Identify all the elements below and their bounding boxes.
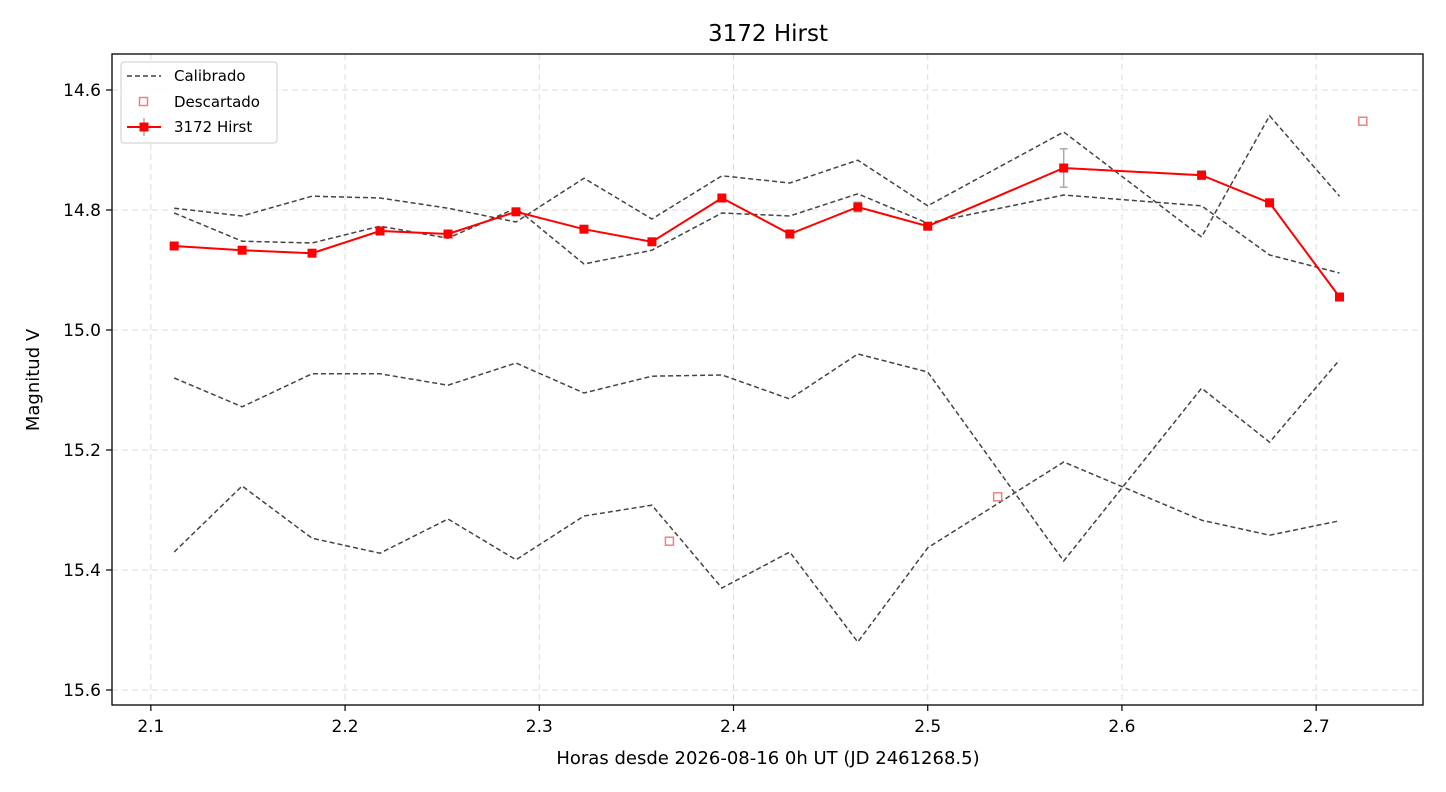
target-point	[1265, 198, 1275, 208]
target-point	[511, 207, 521, 217]
legend-calibrated-label: Calibrado	[174, 67, 246, 85]
legend-target-swatch-marker	[139, 122, 149, 132]
legend-target-label: 3172 Hirst	[174, 118, 252, 136]
x-tick-label: 2.5	[914, 717, 941, 737]
axis-ticks: 2.1 2.2 2.3 2.4 2.5 2.6 2.7 14.6 14.8 15.0 15.2 15.…	[63, 81, 1330, 737]
y-tick-label: 14.8	[63, 201, 101, 221]
target-point	[923, 221, 933, 231]
x-tick-label: 2.4	[720, 717, 747, 737]
y-tick-label: 15.0	[63, 321, 101, 341]
calibrated-series-line	[173, 461, 1340, 644]
target-point	[785, 229, 795, 239]
calibrated-series-line	[173, 193, 1340, 274]
target-point	[1334, 292, 1344, 302]
target-point	[375, 226, 385, 236]
discarded-points-group	[664, 116, 1368, 546]
discarded-point	[992, 492, 1003, 502]
target-point	[579, 224, 589, 234]
target-point	[717, 193, 727, 203]
target-point	[853, 202, 863, 212]
legend-discarded-swatch	[138, 96, 149, 107]
x-tick-label: 2.6	[1108, 717, 1135, 737]
target-series-line	[174, 166, 1341, 298]
target-point	[443, 229, 453, 239]
target-point	[169, 241, 179, 251]
target-point	[1197, 170, 1207, 180]
target-point	[1059, 163, 1069, 173]
x-tick-label: 2.7	[1303, 717, 1330, 737]
x-tick-label: 2.3	[526, 717, 553, 737]
x-tick-label: 2.2	[332, 717, 359, 737]
chart-title: 3172 Hirst	[708, 21, 828, 47]
x-tick-label: 2.1	[137, 717, 164, 737]
target-series-group	[169, 148, 1344, 302]
plot-frame	[111, 53, 1424, 706]
y-tick-label: 15.2	[63, 441, 101, 461]
x-axis-label: Horas desde 2026-08-16 0h UT (JD 2461268…	[556, 748, 979, 769]
discarded-point	[664, 536, 675, 546]
calibrated-series-group	[173, 114, 1341, 644]
legend-box	[120, 61, 278, 144]
legend: Calibrado Descartado 3172 Hirst	[120, 61, 278, 144]
calibrated-series-line	[173, 353, 1341, 563]
y-tick-label: 15.4	[63, 561, 101, 581]
legend-discarded-label: Descartado	[174, 93, 260, 111]
target-point	[647, 237, 657, 247]
y-tick-label: 15.6	[63, 681, 101, 701]
discarded-point	[1358, 116, 1368, 126]
target-point	[307, 248, 317, 258]
target-point	[237, 245, 247, 255]
calibrated-series-line	[174, 114, 1341, 239]
y-tick-label: 14.6	[63, 81, 101, 101]
y-axis-label: Magnitud V	[23, 328, 44, 431]
